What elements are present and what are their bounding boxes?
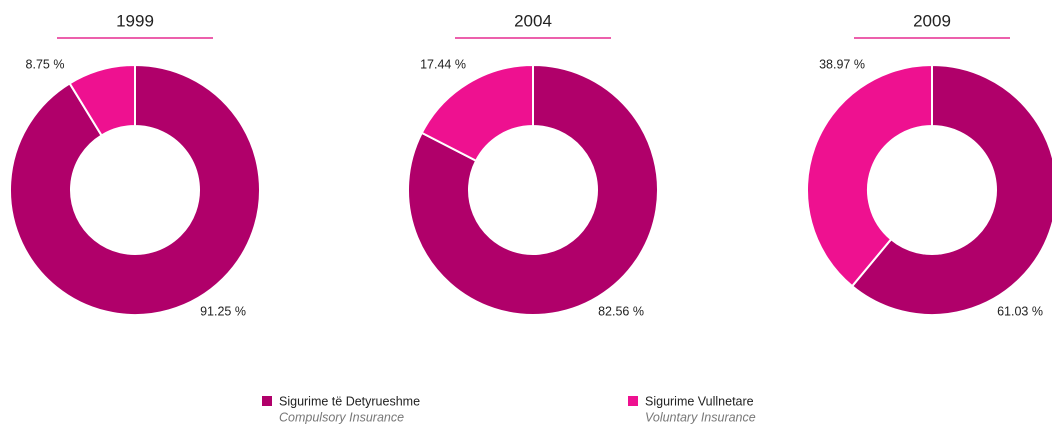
data-label: 17.44 % [420,57,466,71]
donut-slice [9,63,261,316]
legend-sublabel: Voluntary Insurance [645,410,756,424]
donut-slice [68,63,136,137]
donut-slice [850,63,1052,316]
donut-slice [806,63,933,288]
legend-swatch [262,396,272,406]
data-label: 38.97 % [819,57,865,71]
data-label: 82.56 % [598,304,644,318]
data-label: 8.75 % [26,57,65,71]
legend-label: Sigurime Vullnetare [645,394,754,408]
chart-title: 2004 [514,11,552,30]
donut-slice [420,63,534,163]
chart-title: 2009 [913,11,951,30]
chart-title: 1999 [116,11,154,30]
legend-label: Sigurime të Detyrueshme [279,394,420,408]
donut-slice [407,63,659,316]
data-label: 61.03 % [997,304,1043,318]
data-label: 91.25 % [200,304,246,318]
legend-swatch [628,396,638,406]
legend-sublabel: Compulsory Insurance [279,410,404,424]
